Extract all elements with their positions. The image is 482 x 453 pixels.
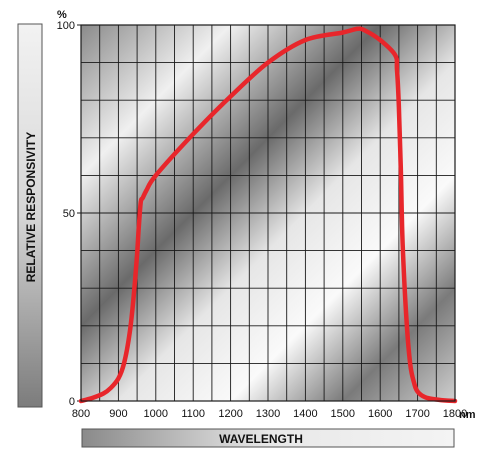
y-axis-title-bar [17, 23, 43, 408]
y-tick-labels: 0 50 100 [57, 20, 81, 408]
x-tick-label: 1700 [405, 408, 429, 420]
x-tick-label: 800 [72, 408, 90, 420]
x-tick-label: 1800 [443, 408, 467, 420]
y-unit-label: % [57, 9, 67, 21]
x-tick-label: 1600 [368, 408, 392, 420]
x-tick-label: 1200 [218, 408, 242, 420]
x-axis-title-bar [81, 428, 455, 448]
x-unit-label: nm [459, 409, 476, 421]
x-axis-title: WAVELENGTH [219, 432, 303, 446]
y-axis-title: RELATIVE RESPONSIVITY [24, 132, 38, 282]
x-tick-label: 1500 [331, 408, 355, 420]
y-tick-label: 0 [69, 396, 75, 408]
x-tick-label: 1300 [256, 408, 280, 420]
x-tick-label: 1000 [144, 408, 168, 420]
x-tick-label: 1400 [293, 408, 317, 420]
plot-frame [80, 24, 456, 402]
x-tick-labels: 800 900 1000 1100 1200 1300 1400 1500 1600 1700 18… [72, 408, 467, 420]
series-line [78, 26, 458, 404]
y-tick-label: 100 [57, 20, 75, 32]
y-tick-label: 50 [63, 208, 75, 220]
x-tick-label: 1100 [181, 408, 205, 420]
x-tick-label: 900 [109, 408, 127, 420]
